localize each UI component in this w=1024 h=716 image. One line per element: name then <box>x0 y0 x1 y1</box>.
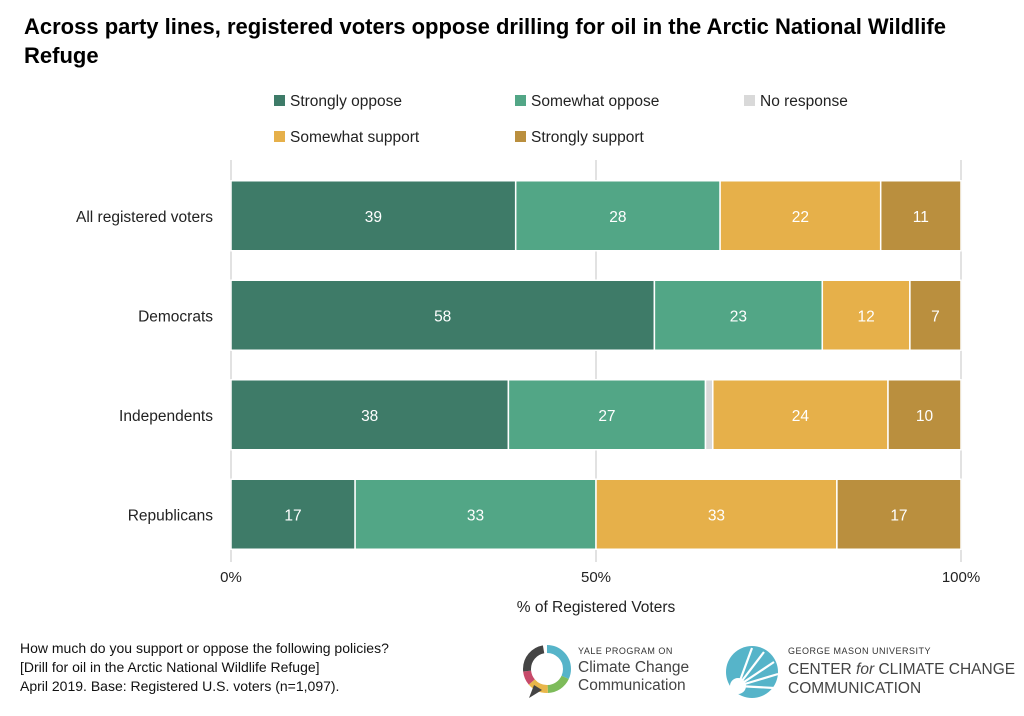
bar-segment <box>595 478 838 550</box>
gmu-logo-line1: CENTER for CLIMATE CHANGE <box>788 661 1015 678</box>
data-label: 33 <box>467 507 484 524</box>
bar-segment <box>507 379 707 451</box>
data-label: 58 <box>434 308 451 325</box>
bar-segment <box>821 279 911 351</box>
gmu-logo-top: GEORGE MASON UNIVERSITY <box>788 646 931 656</box>
data-label: 17 <box>890 507 907 524</box>
footnote-policy: [Drill for oil in the Arctic National Wi… <box>20 659 320 675</box>
legend-swatch <box>515 131 526 142</box>
yale-ring-icon <box>523 645 571 698</box>
bar-segment <box>836 478 962 550</box>
data-label: 12 <box>857 308 874 325</box>
gmu-logo-line2: COMMUNICATION <box>788 680 921 697</box>
yale-program-logo: YALE PROGRAM ON Climate Change Communica… <box>523 645 689 698</box>
data-label: 38 <box>361 408 378 425</box>
yale-logo-line1: Climate Change <box>578 659 689 676</box>
data-label: 11 <box>913 209 929 226</box>
data-label: 27 <box>598 408 615 425</box>
legend-label: Strongly oppose <box>290 93 402 110</box>
legend-label: No response <box>760 93 848 110</box>
legend-swatch <box>515 95 526 106</box>
data-label: 10 <box>916 408 934 425</box>
data-label: 39 <box>365 209 382 226</box>
legend-label: Strongly support <box>531 129 645 146</box>
data-label: 28 <box>609 209 626 226</box>
x-tick-label: 0% <box>220 569 242 586</box>
legend-label: Somewhat oppose <box>531 93 659 110</box>
x-tick-label: 100% <box>942 569 980 586</box>
bar-segment <box>909 279 962 351</box>
bar-segment <box>653 279 824 351</box>
category-label: Independents <box>119 408 213 425</box>
chart-title: Across party lines, registered voters op… <box>24 14 946 68</box>
data-label: 24 <box>792 408 810 425</box>
bar-segment <box>230 478 356 550</box>
legend-label: Somewhat support <box>290 129 420 146</box>
yale-logo-top: YALE PROGRAM ON <box>578 646 673 656</box>
bar-segment <box>719 180 882 252</box>
bar-segment <box>230 279 656 351</box>
category-label: Republicans <box>128 507 214 524</box>
stacked-bar-chart: 0% 50% 100% % of Registered Voters All regis… <box>76 93 980 616</box>
legend-swatch <box>274 95 285 106</box>
x-tick-label: 50% <box>581 569 611 586</box>
legend-swatch <box>274 131 285 142</box>
footnote-base: April 2019. Base: Registered U.S. voters… <box>20 678 340 694</box>
x-axis-label: % of Registered Voters <box>517 599 676 616</box>
data-label: 17 <box>284 507 301 524</box>
bar-segment <box>230 379 510 451</box>
gmu-sunburst-icon <box>726 646 779 698</box>
bar-segment <box>887 379 962 451</box>
footnote-question: How much do you support or oppose the fo… <box>20 640 389 656</box>
data-label: 33 <box>708 507 725 524</box>
bar-segment <box>879 180 962 252</box>
data-label: 7 <box>931 308 940 325</box>
data-label: 23 <box>730 308 747 325</box>
bar-segment <box>712 379 889 451</box>
bar-segment <box>354 478 597 550</box>
category-label: All registered voters <box>76 209 213 226</box>
gmu-center-logo: GEORGE MASON UNIVERSITY CENTER for CLIMA… <box>726 646 1015 698</box>
legend-swatch <box>744 95 755 106</box>
yale-logo-line2: Communication <box>578 677 686 694</box>
bar-segment <box>704 379 714 451</box>
data-label: 22 <box>792 209 809 226</box>
category-label: Democrats <box>138 308 213 325</box>
bar-segment <box>514 180 721 252</box>
